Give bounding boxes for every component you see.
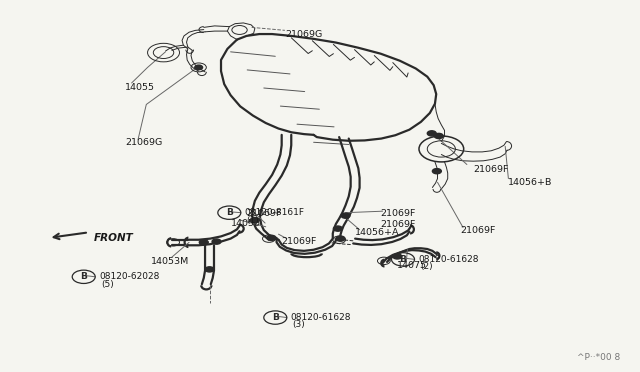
Circle shape <box>435 134 444 138</box>
Circle shape <box>433 169 442 174</box>
Text: 08120-61628: 08120-61628 <box>291 313 351 322</box>
Text: 21069F: 21069F <box>282 237 317 246</box>
Text: (2): (2) <box>420 262 433 271</box>
Circle shape <box>333 226 342 231</box>
Text: B: B <box>272 313 279 322</box>
Text: 14075: 14075 <box>397 261 427 270</box>
Text: B: B <box>399 255 406 264</box>
Text: 21069F: 21069F <box>246 209 282 218</box>
Circle shape <box>205 267 214 272</box>
Text: B: B <box>80 272 87 281</box>
Text: 14056+B: 14056+B <box>508 178 553 187</box>
Text: B: B <box>226 208 233 217</box>
Text: 21069F: 21069F <box>381 221 416 230</box>
Circle shape <box>336 236 345 241</box>
Circle shape <box>267 235 276 240</box>
Text: (5): (5) <box>101 280 114 289</box>
Text: (3): (3) <box>292 321 305 330</box>
Text: 08120-8161F: 08120-8161F <box>244 208 305 217</box>
Text: 14055: 14055 <box>125 83 156 92</box>
Text: (1): (1) <box>246 216 259 225</box>
Text: 21069G: 21069G <box>285 30 322 39</box>
Text: 14056: 14056 <box>230 219 260 228</box>
Circle shape <box>428 131 436 136</box>
Text: 14056+A: 14056+A <box>355 228 399 237</box>
Circle shape <box>195 65 202 70</box>
Circle shape <box>212 239 221 244</box>
Circle shape <box>250 218 259 223</box>
Text: 21069G: 21069G <box>125 138 163 147</box>
Text: 08120-61628: 08120-61628 <box>419 255 479 264</box>
Text: 14053M: 14053M <box>151 257 189 266</box>
Text: 21069F: 21069F <box>381 209 416 218</box>
Circle shape <box>393 254 402 259</box>
Text: 08120-62028: 08120-62028 <box>99 272 159 281</box>
Text: 21069F: 21069F <box>461 226 496 235</box>
Text: 21069F: 21069F <box>473 165 509 174</box>
Circle shape <box>341 213 350 218</box>
Text: ^P··*00 8: ^P··*00 8 <box>577 353 620 362</box>
Text: FRONT: FRONT <box>93 233 133 243</box>
Circle shape <box>199 240 208 245</box>
